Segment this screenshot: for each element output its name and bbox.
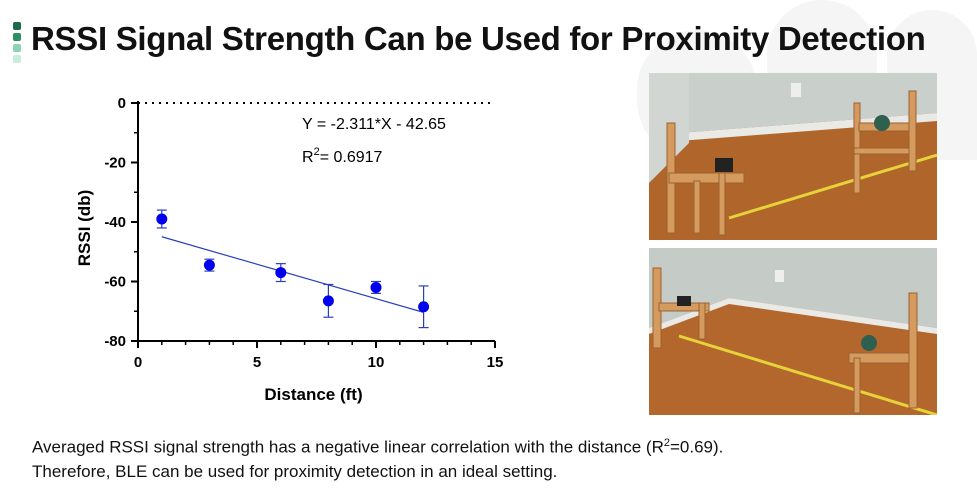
regression-line xyxy=(161,236,424,313)
caption-line-2: Therefore, BLE can be used for proximity… xyxy=(32,461,558,481)
photo-top xyxy=(649,73,937,240)
x-tick-label: 0 xyxy=(134,354,142,371)
data-point xyxy=(203,259,215,271)
page-title: RSSI Signal Strength Can be Used for Pro… xyxy=(31,20,926,57)
data-point xyxy=(418,301,430,313)
y-axis-label: RSSI (db) xyxy=(75,190,94,267)
x-tick-label: 5 xyxy=(253,354,261,371)
data-point xyxy=(322,295,334,307)
rssi-chart: 0 -20 -40 -60 -80 0 5 10 15 Distance (ft) RSSI (db… xyxy=(75,95,504,404)
data-point xyxy=(275,267,287,279)
photo-bottom xyxy=(649,248,937,415)
caption-line-1: Averaged RSSI signal strength has a nega… xyxy=(32,437,724,457)
r-squared-label: R2= 0.6917 xyxy=(302,146,383,166)
x-axis-label: Distance (ft) xyxy=(264,385,362,404)
title-accent-bar xyxy=(13,22,22,66)
data-point xyxy=(370,281,382,293)
regression-equation: Y = -2.311*X - 42.65 xyxy=(302,116,446,133)
y-tick-label: -60 xyxy=(104,274,126,291)
caption: Averaged RSSI signal strength has a nega… xyxy=(32,431,952,484)
y-tick-label: -20 xyxy=(104,155,126,172)
x-tick-label: 10 xyxy=(368,354,385,371)
y-tick-label: -80 xyxy=(104,333,126,350)
y-tick-label: -40 xyxy=(104,214,126,231)
x-tick-label: 15 xyxy=(487,354,504,371)
y-tick-label: 0 xyxy=(118,95,126,112)
data-point xyxy=(156,213,168,225)
